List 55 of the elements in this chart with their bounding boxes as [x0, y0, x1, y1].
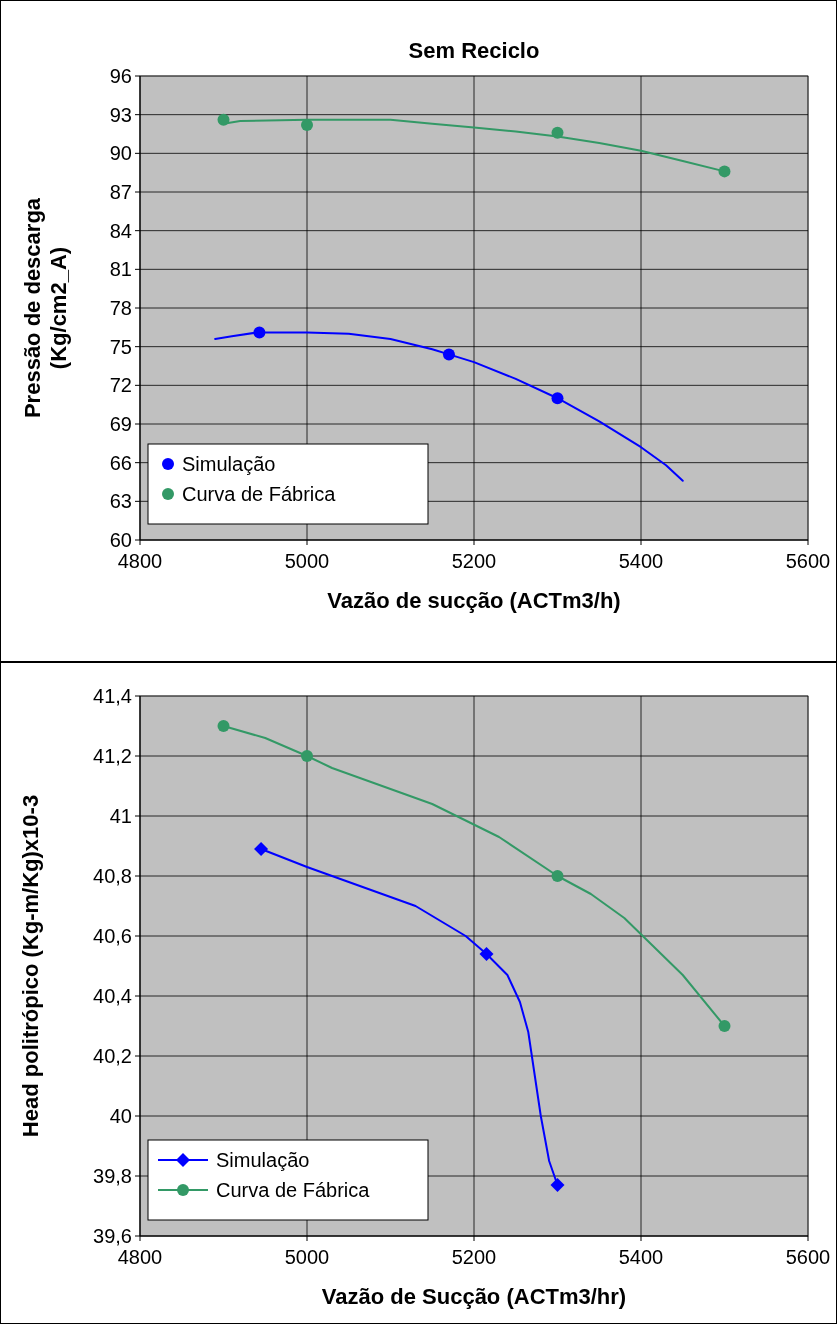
- x-tick-label: 4800: [117, 550, 163, 572]
- x-tick-label: 5400: [618, 1246, 664, 1268]
- y-tick-label: 84: [109, 219, 132, 242]
- y-axis-title: Head politrópico (Kg-m/Kg)x10-3: [18, 794, 43, 1138]
- legend-label: Simulação: [216, 1149, 310, 1171]
- point: [718, 1020, 731, 1032]
- y-tick-label: 41,2: [93, 745, 132, 767]
- point: [254, 842, 269, 856]
- y-tick-label: 96: [109, 65, 132, 87]
- legend-label: Simulação: [182, 453, 276, 475]
- point: [479, 947, 494, 961]
- x-axis-title: Vazão de sucção (ACTm3/h): [327, 588, 621, 613]
- y-tick-label: 39,6: [93, 1225, 132, 1247]
- point: [253, 326, 266, 339]
- y-tick-label: 40: [109, 1105, 132, 1127]
- y-tick-label: 41,4: [93, 685, 132, 707]
- y-tick-label: 40,2: [93, 1045, 132, 1067]
- chart-title: Sem Reciclo: [408, 38, 540, 63]
- y-tick-label: 87: [109, 181, 132, 203]
- x-tick-label: 5000: [284, 1246, 330, 1268]
- y-tick-label: 81: [109, 258, 132, 281]
- y-tick-label: 93: [109, 103, 132, 126]
- x-tick-label: 4800: [117, 1246, 163, 1268]
- y-tick-label: 39,8: [93, 1165, 132, 1187]
- x-axis-title: Vazão de Sucção (ACTm3/hr): [321, 1284, 627, 1309]
- point: [442, 348, 455, 361]
- y-tick-label: 72: [109, 374, 132, 397]
- point: [551, 392, 564, 405]
- x-tick-label: 5200: [451, 550, 497, 572]
- point: [550, 1178, 565, 1192]
- x-tick-label: 5000: [284, 550, 330, 572]
- y-tick-label: 41: [109, 805, 132, 827]
- point: [217, 720, 230, 732]
- point: [301, 750, 313, 762]
- x-tick-label: 5600: [785, 1246, 831, 1268]
- y-tick-label: 69: [109, 413, 132, 435]
- x-tick-label: 5400: [618, 550, 664, 572]
- y-tick-label: 40,4: [93, 985, 132, 1007]
- y-axis-title: Pressão de descarga (Kg/cm2_A): [20, 197, 71, 419]
- y-tick-label: 90: [109, 142, 132, 165]
- y-tick-label: 75: [109, 335, 132, 358]
- y-tick-label: 63: [109, 490, 132, 513]
- y-tick-label: 40,8: [93, 865, 132, 887]
- y-tick-label: 78: [109, 297, 132, 319]
- point: [551, 870, 564, 882]
- y-tick-label: 60: [109, 529, 132, 551]
- point: [551, 126, 564, 139]
- y-tick-label: 66: [109, 451, 132, 474]
- legend-label: Curva de Fábrica: [182, 483, 337, 505]
- point: [718, 165, 731, 178]
- x-tick-label: 5600: [785, 550, 831, 572]
- x-tick-label: 5200: [451, 1246, 497, 1268]
- y-tick-label: 40,6: [93, 925, 132, 947]
- point: [217, 113, 230, 126]
- legend-label: Curva de Fábrica: [216, 1179, 371, 1201]
